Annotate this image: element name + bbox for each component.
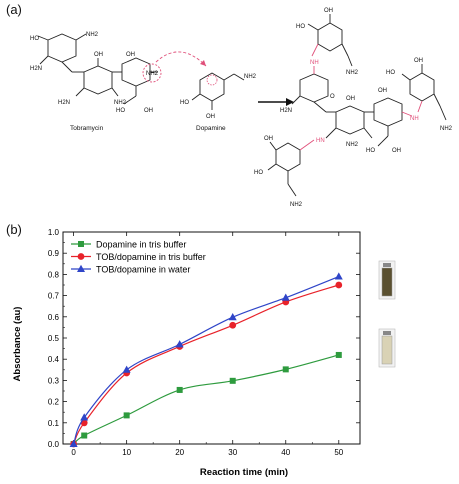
prod-oh-5: OH: [414, 58, 423, 64]
dop-ho: HO: [180, 100, 189, 106]
tob-oh-2: OH: [126, 52, 135, 58]
prod-nh2-3: NH2: [440, 126, 453, 132]
prod-oh-6: OH: [264, 136, 273, 142]
x-axis-label: Reaction time (min): [200, 467, 288, 478]
prod-h2n: H2N: [280, 108, 292, 114]
data-point-square: [123, 412, 130, 419]
prod-oh-1: OH: [324, 8, 333, 14]
prod-ho-4: HO: [254, 170, 263, 176]
panel-label-b: (b): [6, 222, 22, 237]
prod-nh-2: NH: [410, 116, 419, 122]
tobramycin-label: Tobramycin: [70, 125, 104, 132]
prod-nh-1: NH: [310, 60, 319, 66]
y-tick-label: 0.1: [48, 419, 60, 428]
panel-label-a: (a): [6, 2, 22, 17]
y-tick-label: 1.0: [48, 228, 60, 237]
legend-marker: [77, 253, 85, 260]
tob-nh2-1: NH2: [86, 32, 99, 38]
prod-hn: HN: [316, 138, 325, 144]
tob-ho-1: HO: [30, 36, 39, 42]
tob-h2n-1: H2N: [30, 66, 42, 72]
dop-oh: OH: [206, 114, 215, 120]
y-axis-label: Absorbance (au): [12, 307, 23, 382]
product-structure: HO OH NH NH2 H2N O OH OH NH2 HO OH NH HN…: [254, 8, 453, 208]
vial-dark-cap: [383, 263, 391, 267]
prod-ho-3: HO: [386, 70, 395, 76]
x-tick-label: 0: [71, 448, 76, 457]
prod-ho-2: HO: [366, 148, 375, 154]
series-line-2: [73, 284, 339, 445]
x-tick-label: 50: [334, 448, 343, 457]
dop-nh2: NH2: [244, 74, 257, 80]
tob-oh-1: OH: [94, 52, 103, 58]
data-point-triangle: [228, 313, 237, 321]
tob-ho-2: HO: [116, 108, 125, 114]
y-tick-label: 0.8: [48, 270, 60, 279]
chart-legend: Dopamine in tris buffer TOB/dopamine in t…: [71, 240, 206, 275]
series-line-1: [73, 354, 339, 445]
attack-arrow: [155, 51, 207, 67]
x-tick-label: 20: [175, 448, 184, 457]
prod-nh2-2: NH2: [346, 142, 359, 148]
y-tick-label: 0.0: [48, 440, 60, 449]
legend-label: Dopamine in tris buffer: [96, 240, 186, 250]
chart-axes: 0.0 0.1 0.2 0.3 0.4 0.5 0.6 0.7 0.8 0.9 1.0 0 10 20 30…: [48, 228, 360, 457]
y-tick-label: 0.2: [48, 398, 60, 407]
prod-oh-3: OH: [378, 88, 387, 94]
prod-nh2-1: NH2: [346, 70, 359, 76]
data-point-triangle: [80, 413, 89, 421]
vial-dark: [381, 267, 393, 297]
dopamine-structure: NH2 HO OH Dopamine: [180, 72, 257, 132]
prod-oh-4: OH: [392, 148, 401, 154]
y-tick-label: 0.6: [48, 313, 60, 322]
data-point-triangle: [175, 340, 184, 348]
tobramycin-structure: HO NH2 H2N OH H2N NH2 OH HO OH NH2 Tobra…: [30, 32, 162, 132]
x-tick-label: 30: [228, 448, 237, 457]
data-point-square: [176, 386, 183, 393]
y-tick-label: 0.4: [48, 355, 60, 364]
tob-oh-3: OH: [144, 108, 153, 114]
legend-marker: [78, 241, 84, 247]
data-point-circle: [229, 321, 237, 329]
data-point-square: [335, 351, 342, 358]
chart-series: [69, 272, 343, 448]
x-tick-label: 10: [122, 448, 131, 457]
prod-o: O: [330, 94, 335, 100]
dopamine-label: Dopamine: [196, 125, 226, 132]
prod-oh-2: OH: [346, 96, 355, 102]
y-tick-label: 0.5: [48, 334, 60, 343]
y-tick-label: 0.3: [48, 376, 60, 385]
absorbance-chart: 0.0 0.1 0.2 0.3 0.4 0.5 0.6 0.7 0.8 0.9 1.0 0 10 20 30…: [12, 228, 396, 478]
x-tick-label: 40: [281, 448, 290, 457]
legend-label: TOB/dopamine in water: [96, 265, 190, 275]
data-point-triangle: [122, 365, 131, 373]
prod-ho-1: HO: [296, 24, 305, 30]
chart-insets: [378, 260, 396, 368]
data-point-square: [282, 366, 289, 373]
prod-nh2-4: NH2: [290, 202, 303, 208]
data-point-square: [81, 432, 88, 439]
data-point-triangle: [334, 272, 343, 280]
data-point-circle: [335, 281, 343, 289]
y-tick-label: 0.9: [48, 249, 60, 258]
series-line-3: [73, 275, 340, 445]
vial-light-cap: [383, 331, 391, 335]
legend-label: TOB/dopamine in tris buffer: [96, 252, 206, 262]
data-point-triangle: [281, 293, 290, 301]
reaction-scheme: HO NH2 H2N OH H2N NH2 OH HO OH NH2 Tobra…: [30, 8, 453, 208]
tob-nh2-2: NH2: [114, 100, 127, 106]
y-tick-label: 0.7: [48, 292, 60, 301]
data-point-square: [229, 377, 236, 384]
legend-marker: [77, 264, 85, 272]
tob-h2n-2: H2N: [58, 100, 70, 106]
tob-reactive-nh2: NH2: [146, 71, 159, 77]
data-point-triangle: [69, 439, 78, 447]
vial-light: [381, 335, 393, 365]
